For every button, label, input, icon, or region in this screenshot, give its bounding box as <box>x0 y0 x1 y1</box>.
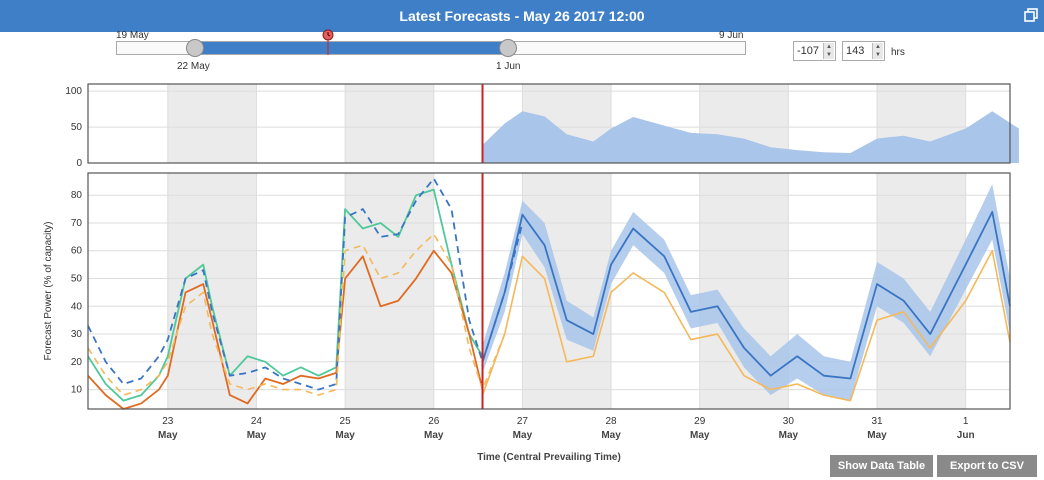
popout-icon[interactable] <box>1024 8 1038 22</box>
x-tick-day-label: 26 <box>428 416 440 427</box>
x-tick-month-label: May <box>867 430 887 441</box>
x-tick-day-label: 29 <box>694 416 706 427</box>
top-y-tick-label: 50 <box>71 122 83 133</box>
x-axis-title: Time (Central Prevailing Time) <box>477 452 621 463</box>
top-shaded-day-0 <box>167 84 257 163</box>
top-area-series <box>482 111 1019 163</box>
series-line-light-orange-dashed <box>87 233 506 396</box>
forward-hours-value[interactable]: 143 <box>846 45 865 57</box>
x-tick-month-label: May <box>247 430 267 441</box>
main-y-tick-label: 40 <box>71 301 83 312</box>
series-line-orange <box>87 249 484 410</box>
y-axis-title: Forecast Power (% of capacity) <box>43 222 54 361</box>
main-y-tick-label: 10 <box>71 385 83 396</box>
x-tick-day-label: 27 <box>517 416 529 427</box>
top-y-axis: 0 50 100 <box>65 86 82 169</box>
x-tick-month-label: May <box>513 430 533 441</box>
now-marker-icon <box>322 29 334 55</box>
back-hours-stepper[interactable]: -107 ▲ ▼ <box>793 41 836 61</box>
export-csv-button[interactable]: Export to CSV <box>937 455 1037 477</box>
range-right-handle[interactable] <box>499 39 517 57</box>
main-y-tick-label: 30 <box>71 329 83 340</box>
x-tick-month-label: Jun <box>957 430 975 441</box>
range-slider-track[interactable] <box>116 41 746 55</box>
stepper-arrows-icon[interactable]: ▲ ▼ <box>823 43 834 59</box>
right-handle-label: 1 Jun <box>496 61 521 72</box>
hours-unit-label: hrs <box>891 47 905 58</box>
x-axis: 23 May 24 May 25 May 26 May 27 May 28 May 29 May 30 May… <box>158 416 975 441</box>
main-plot-frame <box>87 172 1011 410</box>
main-shaded-day-1 <box>345 173 434 409</box>
x-tick-day-label: 25 <box>340 416 352 427</box>
confidence-band <box>482 184 1010 401</box>
x-tick-month-label: May <box>424 430 444 441</box>
left-handle-label: 22 May <box>177 61 210 72</box>
main-y-tick-label: 60 <box>71 246 83 257</box>
series-line-blue <box>481 210 1011 380</box>
main-y-tick-label: 50 <box>71 274 83 285</box>
main-y-tick-label: 80 <box>71 190 83 201</box>
main-gridlines <box>88 173 1010 409</box>
page-title: Latest Forecasts - May 26 2017 12:00 <box>399 8 645 24</box>
x-tick-day-label: 1 <box>963 416 969 427</box>
x-tick-month-label: May <box>779 430 799 441</box>
x-tick-day-label: 31 <box>871 416 883 427</box>
x-tick-month-label: May <box>335 430 355 441</box>
show-data-table-button[interactable]: Show Data Table <box>830 455 933 477</box>
x-tick-day-label: 24 <box>251 416 263 427</box>
top-y-tick-label: 0 <box>76 158 82 169</box>
x-tick-month-label: May <box>158 430 178 441</box>
range-start-label: 19 May <box>116 30 149 41</box>
series-lines <box>87 177 1011 410</box>
top-y-tick-label: 100 <box>65 86 82 97</box>
top-plot-frame <box>87 83 1011 164</box>
top-shaded-day-1 <box>345 84 434 163</box>
x-tick-month-label: May <box>601 430 621 441</box>
range-selection[interactable] <box>195 42 509 54</box>
x-tick-day-label: 30 <box>783 416 795 427</box>
main-y-tick-label: 70 <box>71 218 83 229</box>
main-y-tick-label: 20 <box>71 357 83 368</box>
x-tick-day-label: 23 <box>162 416 174 427</box>
range-left-handle[interactable] <box>186 39 204 57</box>
series-line-light-orange <box>481 249 1011 402</box>
x-tick-month-label: May <box>690 430 710 441</box>
range-end-label: 9 Jun <box>719 30 744 41</box>
series-line-blue-dashed <box>87 177 524 391</box>
main-shaded-day-2 <box>522 173 612 409</box>
back-hours-value[interactable]: -107 <box>797 45 820 57</box>
stepper-arrows-icon[interactable]: ▲ ▼ <box>872 43 883 59</box>
main-y-axis: 10 20 30 40 50 60 70 80 <box>71 190 83 395</box>
forward-hours-stepper[interactable]: 143 ▲ ▼ <box>842 41 885 61</box>
x-tick-day-label: 28 <box>605 416 617 427</box>
title-bar: Latest Forecasts - May 26 2017 12:00 <box>0 0 1044 32</box>
